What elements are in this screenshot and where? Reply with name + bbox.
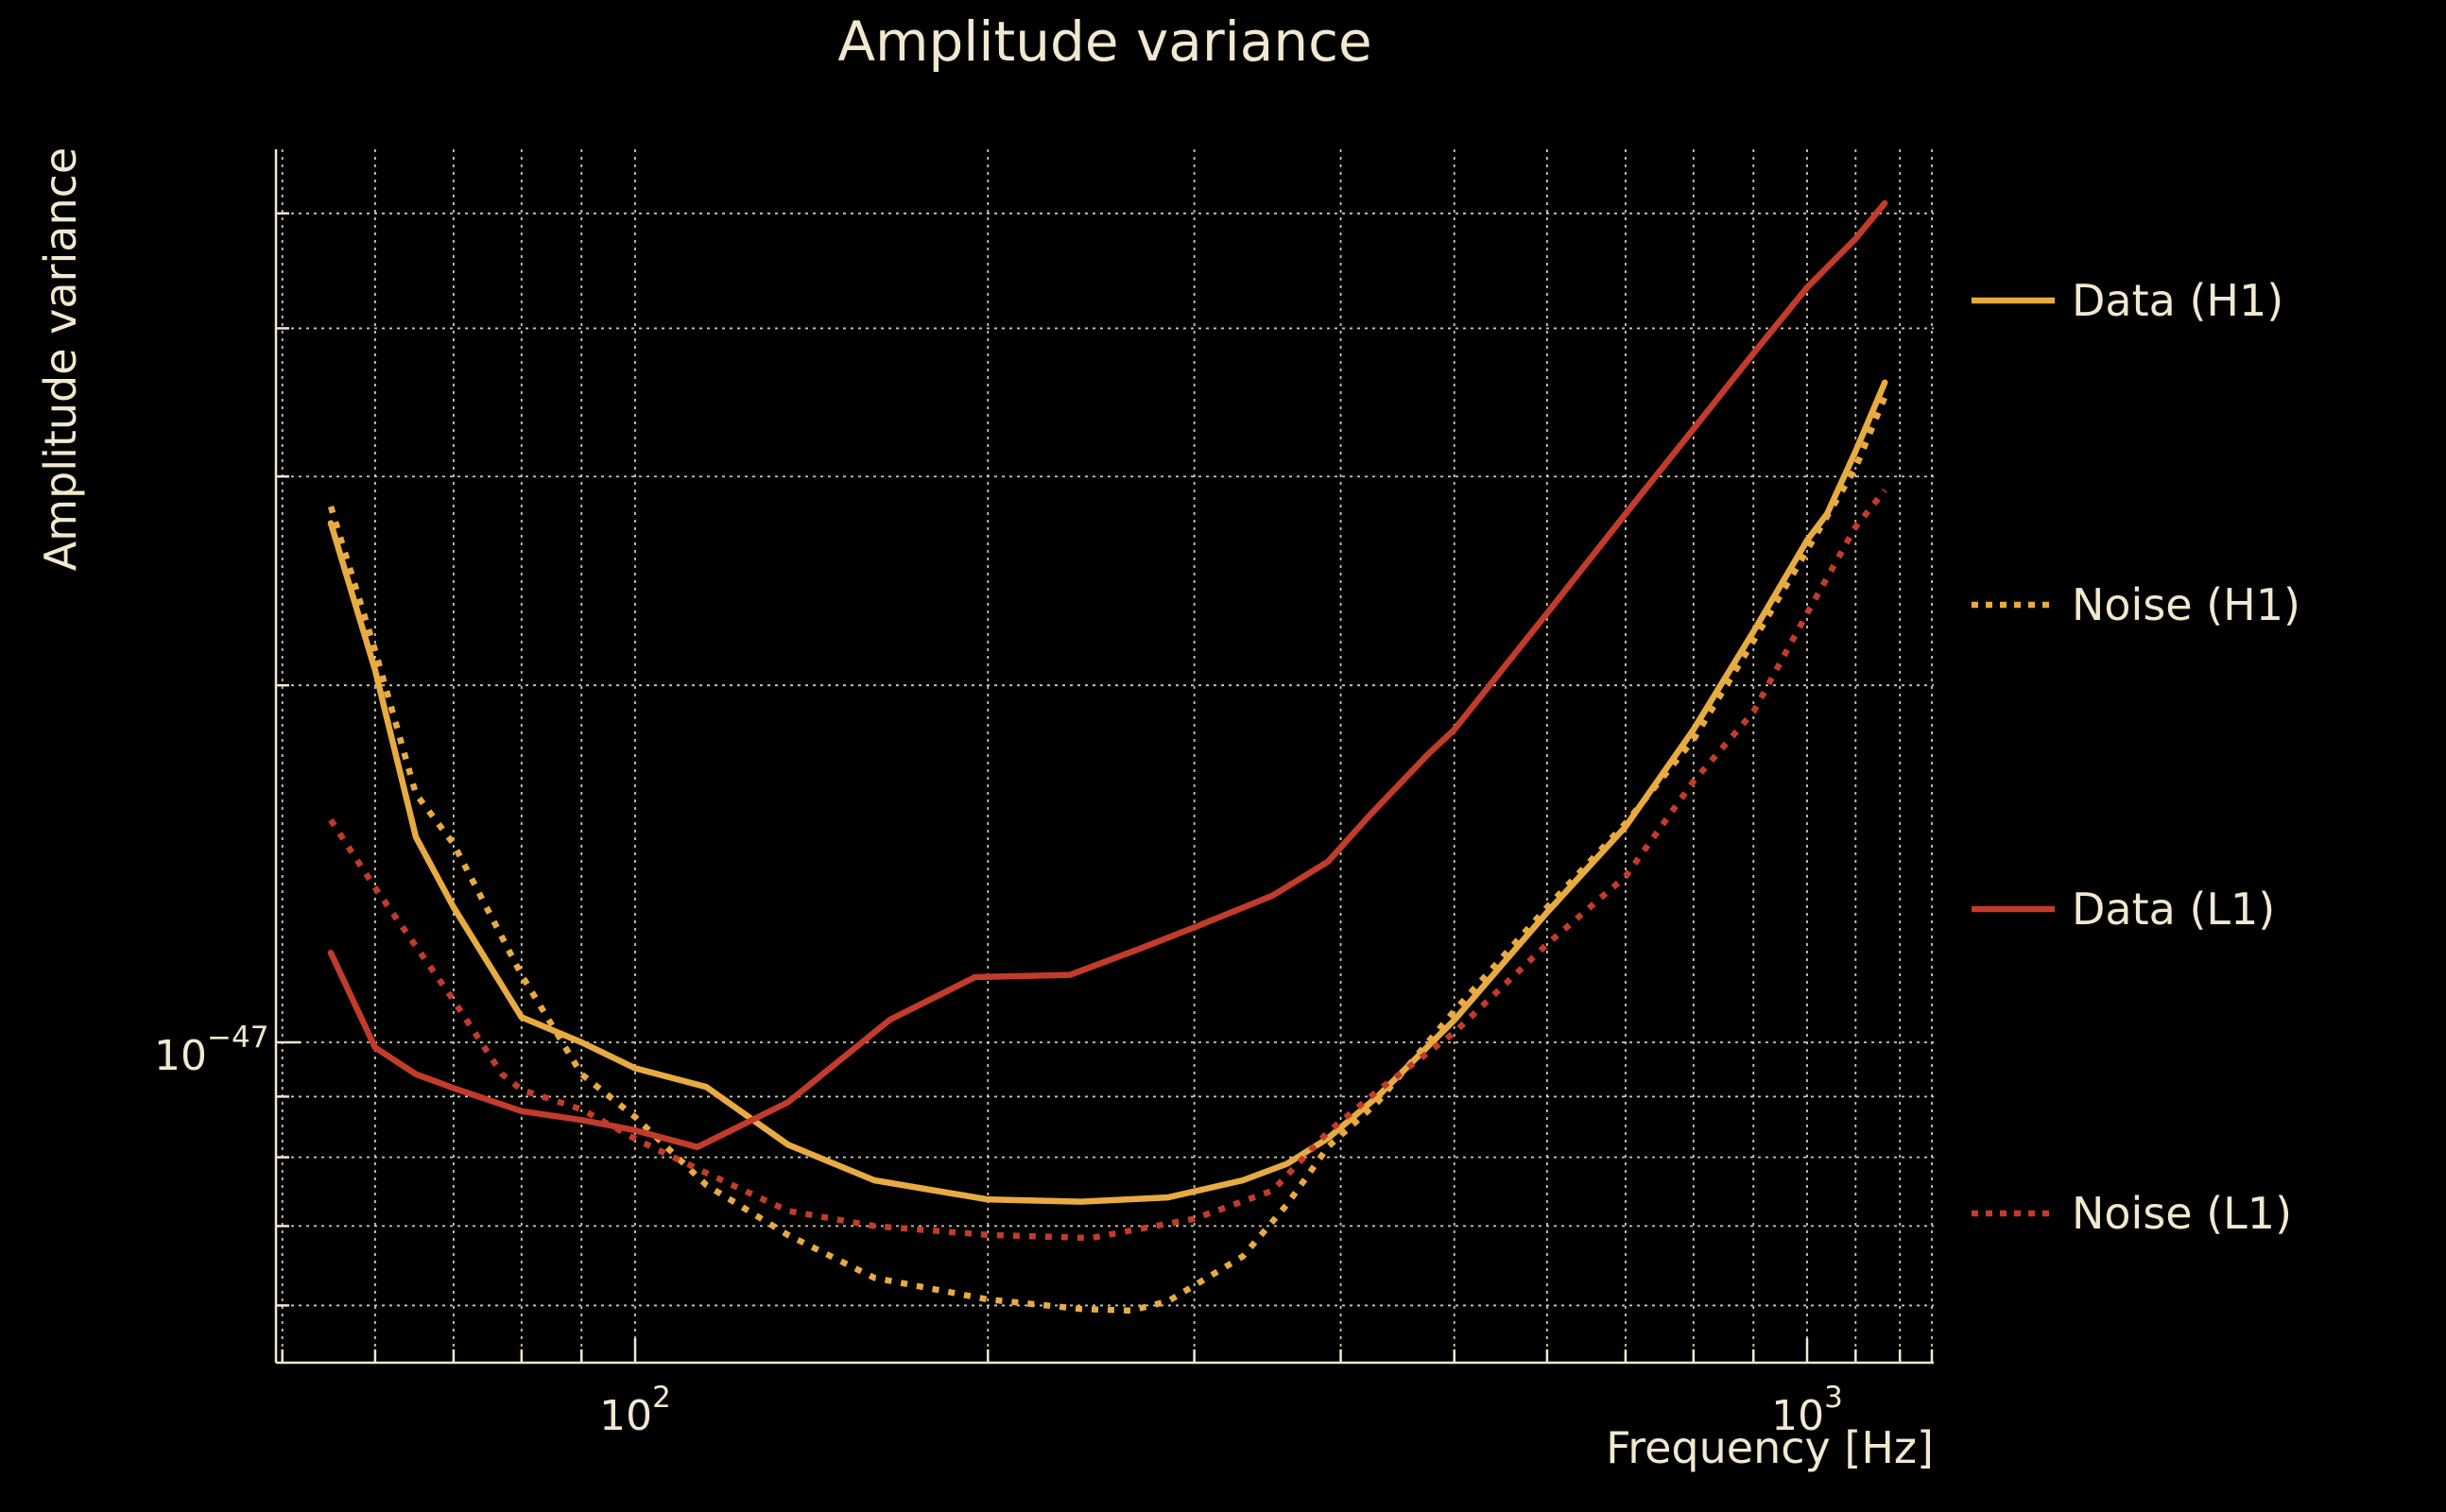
x-tick-label-100: 102 — [599, 1381, 671, 1440]
x-axis-label: Frequency [Hz] — [1606, 1422, 1934, 1473]
curve-data-h1 — [327, 379, 1888, 1205]
legend-label-noise-l1: Noise (L1) — [2072, 1188, 2292, 1239]
chart-title: Amplitude variance — [837, 9, 1371, 74]
legend-label-data-h1: Data (H1) — [2072, 275, 2283, 326]
curve-noise-l1 — [328, 488, 1887, 1242]
y-tick-label-1e-47: 10−47 — [154, 1021, 268, 1080]
legend-label-data-l1: Data (L1) — [2072, 884, 2275, 935]
legend-label-noise-h1: Noise (H1) — [2072, 579, 2300, 630]
y-axis-label: Amplitude variance — [35, 147, 86, 571]
x-tick-label-1000: 103 — [1771, 1381, 1843, 1440]
curve-data-l1 — [327, 199, 1888, 1151]
